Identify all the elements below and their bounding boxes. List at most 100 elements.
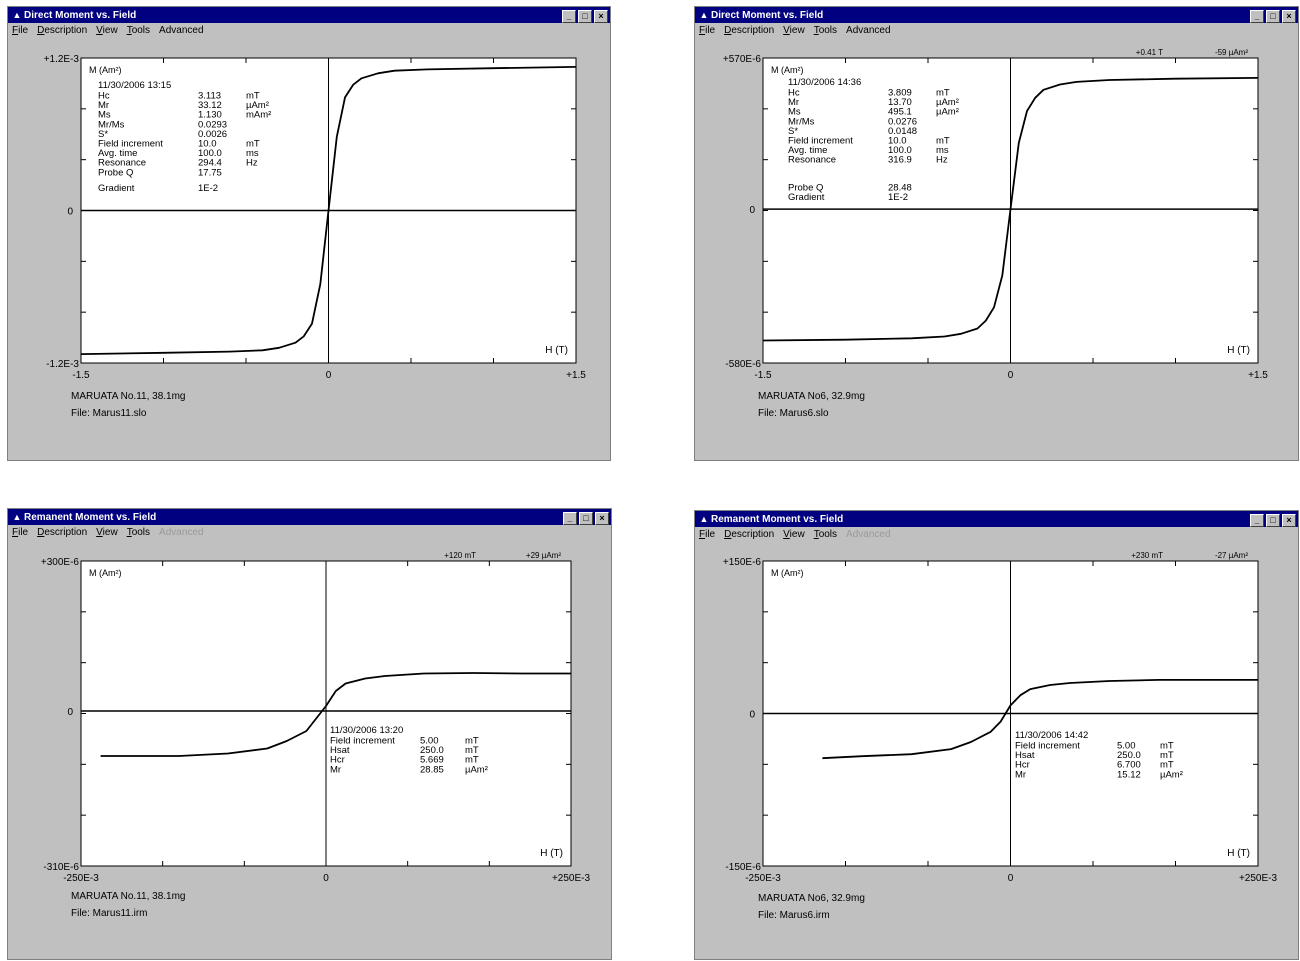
info-value: 28.48 [888, 182, 912, 193]
y-zero-label: 0 [67, 207, 73, 218]
chart-window[interactable]: ▲ Direct Moment vs. Field _ □ × File Descripti… [694, 6, 1299, 461]
x-axis-title: H (T) [1227, 345, 1250, 356]
info-unit: mAm² [246, 110, 271, 121]
y-min-label: -580E-6 [725, 359, 761, 370]
menu-item-advanced[interactable]: Advanced [846, 529, 891, 540]
window-title: Direct Moment vs. Field [711, 10, 824, 21]
info-label: Gradient [98, 183, 135, 194]
chart[interactable]: +300E-6 -310E-6 0 -250E-3 0 +250E-3 M (Am²) H (… [8, 509, 613, 959]
window-title: Direct Moment vs. Field [24, 10, 137, 21]
window-titlebar[interactable]: ▲ Direct Moment vs. Field _ □ × [695, 7, 1298, 23]
data-series-line [762, 77, 1259, 342]
info-unit: mT [465, 755, 479, 766]
menu-item-advanced[interactable]: Advanced [159, 25, 204, 36]
menu-item-tools[interactable]: Tools [813, 25, 838, 36]
menu-item-tools[interactable]: Tools [126, 527, 151, 538]
info-label: Hc [98, 91, 110, 102]
chart-window[interactable]: ▲ Direct Moment vs. Field _ □ × File Descripti… [7, 6, 611, 461]
info-label: 11/30/2006 13:20 [330, 725, 403, 736]
menu-item-view[interactable]: View [96, 25, 118, 36]
y-axis-title: M (Am²) [89, 65, 122, 75]
app-icon[interactable]: ▲ [12, 512, 22, 522]
window-titlebar[interactable]: ▲ Remanent Moment vs. Field _ □ × [8, 509, 611, 525]
maximize-button[interactable]: □ [1266, 514, 1280, 527]
info-value: 100.0 [198, 148, 222, 159]
menu-item-view[interactable]: View [96, 527, 118, 538]
info-unit: mT [1160, 750, 1174, 761]
file-label: File: Marus11.irm [71, 908, 148, 919]
chart[interactable]: +1.2E-3 -1.2E-3 0 -1.5 0 +1.5 M (Am²) H (T) 11/3… [8, 7, 612, 460]
info-unit: µAm² [936, 107, 959, 118]
info-value: 3.809 [888, 88, 912, 99]
menu-item-view[interactable]: View [783, 25, 805, 36]
menu-item-advanced[interactable]: Advanced [846, 25, 891, 36]
app-icon[interactable]: ▲ [699, 10, 709, 20]
y-axis-title: M (Am²) [89, 568, 122, 578]
chart-window[interactable]: ▲ Remanent Moment vs. Field _ □ × File Descrip… [694, 510, 1299, 960]
info-label: Field increment [1015, 741, 1080, 752]
info-value: 5.00 [1117, 741, 1136, 752]
app-icon[interactable]: ▲ [699, 514, 709, 524]
minimize-button[interactable]: _ [1250, 10, 1264, 23]
info-value: 1.130 [198, 110, 222, 121]
menu-item-file[interactable]: File [12, 25, 29, 36]
minimize-button[interactable]: _ [562, 10, 576, 23]
info-label: Field increment [330, 736, 395, 747]
info-label: Mr [1015, 769, 1026, 780]
close-button[interactable]: × [594, 10, 608, 23]
info-value: 0.0276 [888, 116, 917, 127]
close-button[interactable]: × [1282, 514, 1296, 527]
menu-item-advanced[interactable]: Advanced [159, 527, 204, 538]
info-label: 11/30/2006 14:36 [788, 77, 861, 88]
sample-label: MARUATA No.11, 38.1mg [71, 891, 186, 902]
menu-item-file[interactable]: File [12, 527, 29, 538]
y-axis-title: M (Am²) [771, 568, 804, 578]
info-value: 10.0 [198, 139, 217, 150]
x-zero-label: 0 [1008, 370, 1014, 381]
chart-window[interactable]: ▲ Remanent Moment vs. Field _ □ × File Descrip… [7, 508, 612, 960]
info-unit: µAm² [465, 764, 488, 775]
x-min-label: -1.5 [72, 370, 90, 381]
maximize-button[interactable]: □ [1266, 10, 1280, 23]
menu-item-description[interactable]: Description [724, 529, 775, 540]
info-label: Probe Q [98, 167, 133, 178]
menu-item-tools[interactable]: Tools [126, 25, 151, 36]
info-unit: mT [1160, 760, 1174, 771]
info-label: Mr [98, 100, 109, 111]
maximize-button[interactable]: □ [578, 10, 592, 23]
info-label: Hc [788, 88, 800, 99]
info-unit: µAm² [936, 97, 959, 108]
menu-item-description[interactable]: Description [37, 527, 88, 538]
window-titlebar[interactable]: ▲ Remanent Moment vs. Field _ □ × [695, 511, 1298, 527]
info-value: 495.1 [888, 107, 912, 118]
close-button[interactable]: × [595, 512, 609, 525]
info-label: Avg. time [788, 145, 827, 156]
minimize-button[interactable]: _ [1250, 514, 1264, 527]
info-unit: Hz [936, 155, 948, 166]
window-titlebar[interactable]: ▲ Direct Moment vs. Field _ □ × [8, 7, 610, 23]
chart[interactable]: +150E-6 -150E-6 0 -250E-3 0 +250E-3 M (Am²) H (… [695, 511, 1300, 959]
file-label: File: Marus11.slo [71, 408, 147, 419]
minimize-button[interactable]: _ [563, 512, 577, 525]
close-button[interactable]: × [1282, 10, 1296, 23]
menu-item-file[interactable]: File [699, 25, 716, 36]
info-label: Resonance [98, 158, 146, 169]
maximize-button[interactable]: □ [579, 512, 593, 525]
menu-item-file[interactable]: File [699, 529, 716, 540]
info-label: Ms [98, 110, 111, 121]
info-label: S* [788, 126, 798, 137]
info-value: 0.0293 [198, 119, 227, 130]
info-label: Avg. time [98, 148, 137, 159]
menu-item-tools[interactable]: Tools [813, 529, 838, 540]
x-zero-label: 0 [323, 873, 329, 884]
menu-item-description[interactable]: Description [37, 25, 88, 36]
x-min-label: -250E-3 [63, 873, 99, 884]
x-max-label: +1.5 [1248, 370, 1268, 381]
data-series-line [822, 679, 1258, 760]
chart[interactable]: +570E-6 -580E-6 0 -1.5 0 +1.5 M (Am²) H (T) +0.4… [695, 7, 1300, 460]
window-title: Remanent Moment vs. Field [711, 514, 844, 525]
y-zero-label: 0 [67, 707, 73, 718]
app-icon[interactable]: ▲ [12, 10, 22, 20]
menu-item-view[interactable]: View [783, 529, 805, 540]
menu-item-description[interactable]: Description [724, 25, 775, 36]
